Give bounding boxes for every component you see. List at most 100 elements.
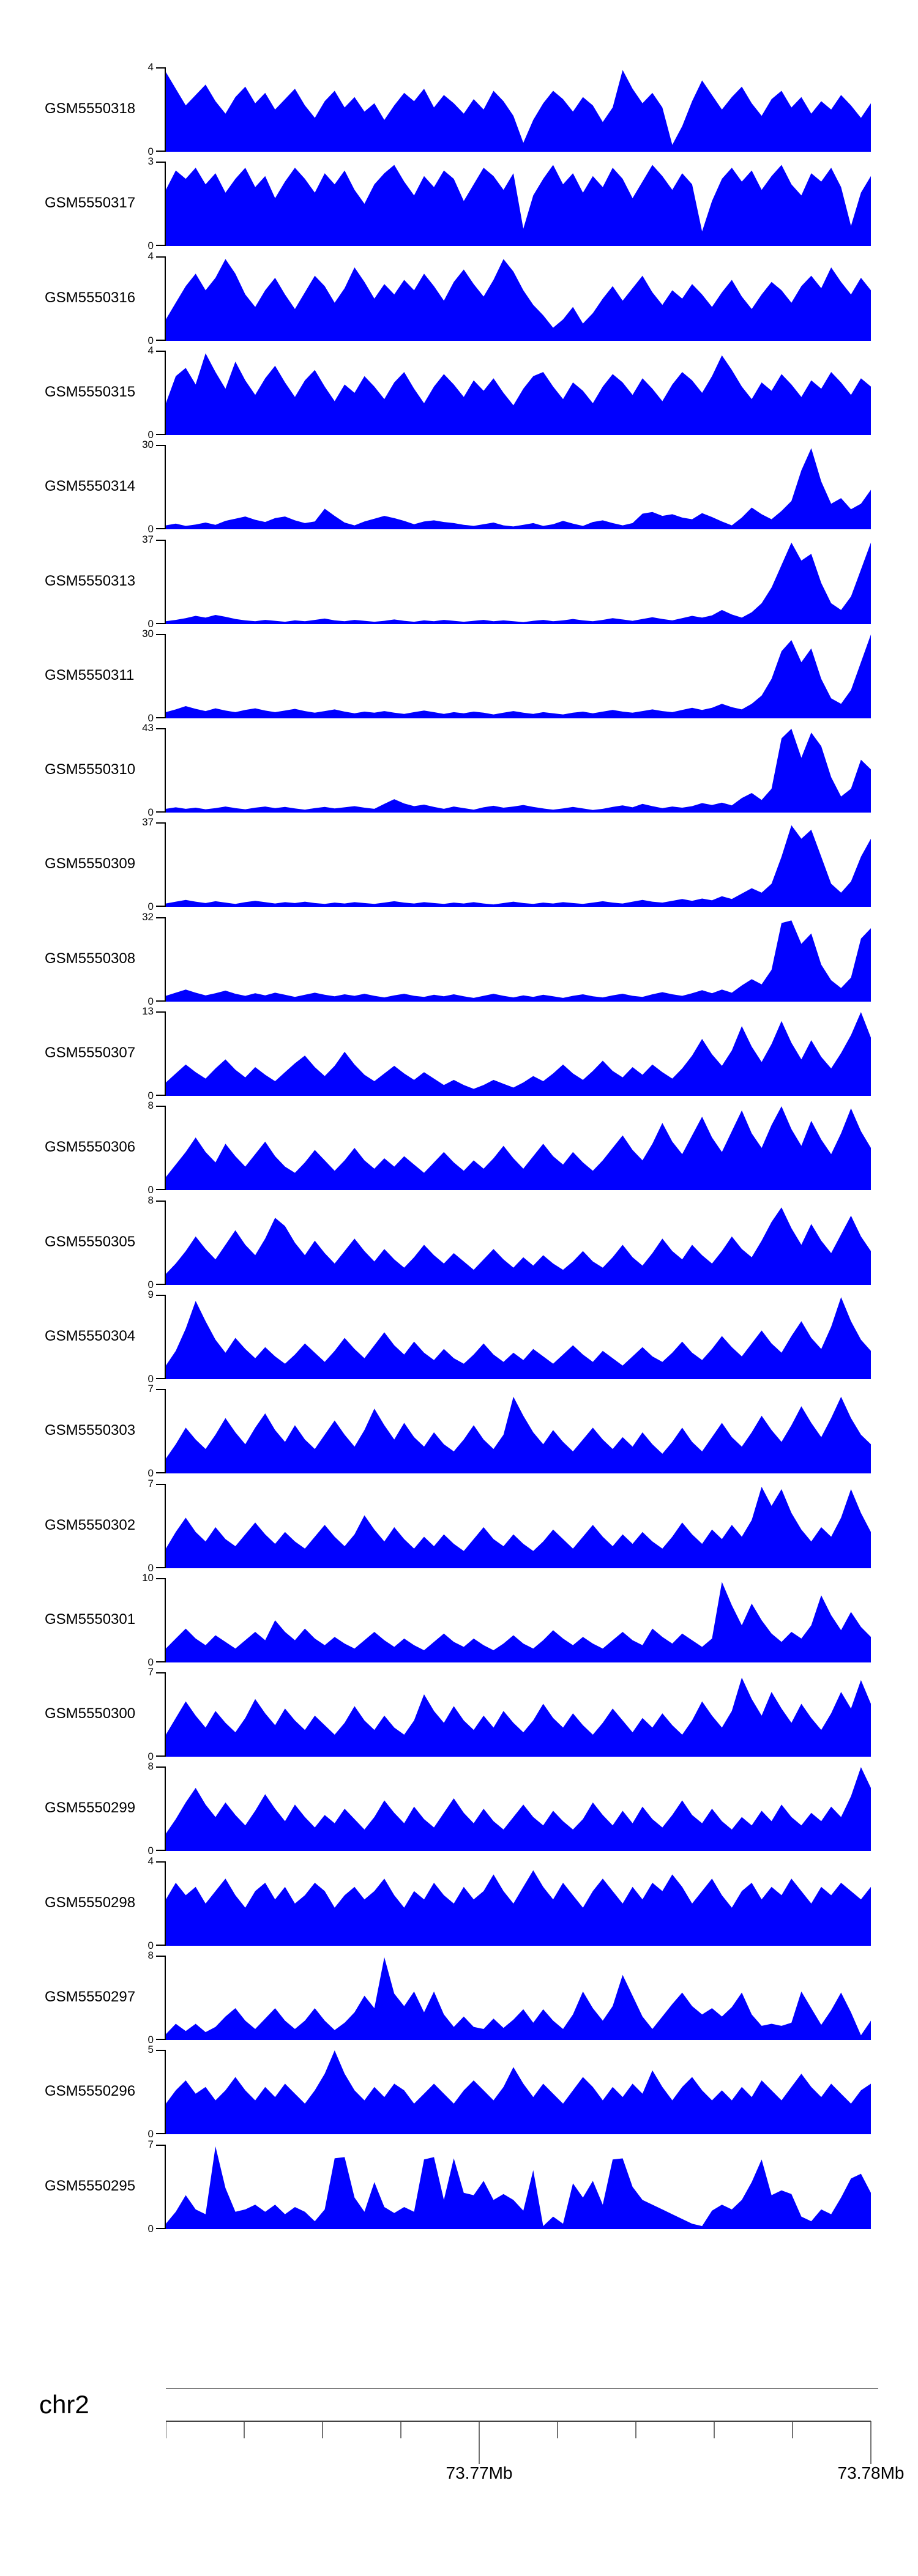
- track-y-axis-top-tick: [156, 1766, 165, 1768]
- track-y-axis-line: [165, 2144, 166, 2229]
- chromosome-name-label: chr2: [39, 2390, 89, 2419]
- track-label: GSM5550314: [45, 478, 136, 495]
- track-ymax-label: 30: [142, 439, 154, 451]
- track-label: GSM5550303: [45, 1422, 136, 1439]
- coverage-area-svg: [166, 2050, 871, 2135]
- track-y-axis-bottom-tick: [156, 1661, 165, 1662]
- track-ymin-label: 0: [147, 1184, 154, 1196]
- coverage-polygon: [166, 1106, 871, 1191]
- track-y-axis-top-tick: [156, 917, 165, 918]
- track-y-axis-top-tick: [156, 67, 165, 69]
- track-row: GSM5550298 4 0: [0, 1855, 918, 1951]
- track-ymin-label: 0: [147, 1467, 154, 1480]
- track-row: GSM5550304 9 0: [0, 1289, 918, 1385]
- coverage-polygon: [166, 634, 871, 718]
- coverage-polygon: [166, 1207, 871, 1285]
- track-ymax-label: 7: [147, 1666, 154, 1678]
- track-ymax-label: 4: [147, 344, 154, 356]
- track-label: GSM5550295: [45, 2177, 136, 2194]
- track-label: GSM5550317: [45, 195, 136, 212]
- coverage-polygon: [166, 1486, 871, 1568]
- track-ymin-label: 0: [147, 712, 154, 724]
- coverage-area-svg: [166, 1767, 871, 1852]
- track-ymax-label: 8: [147, 1949, 154, 1961]
- track-y-axis-top-tick: [156, 1106, 165, 1107]
- track-row: GSM5550313 37 0: [0, 534, 918, 630]
- track-y-axis-line: [165, 1106, 166, 1191]
- track-y-axis-line: [165, 539, 166, 624]
- track-row: GSM5550308 32 0: [0, 911, 918, 1007]
- track-label: GSM5550311: [45, 666, 135, 683]
- coverage-area-svg: [166, 2146, 871, 2229]
- track-y-axis-bottom-tick: [156, 622, 165, 624]
- track-row: GSM5550301 10 0: [0, 1572, 918, 1668]
- track-y-axis-top-tick: [156, 1200, 165, 1202]
- track-row: GSM5550305 8 0: [0, 1194, 918, 1290]
- coverage-polygon: [166, 2050, 871, 2135]
- track-ymin-label: 0: [147, 1845, 154, 1857]
- track-y-axis-line: [165, 1294, 166, 1379]
- track-ymax-label: 7: [147, 1383, 154, 1395]
- coverage-area-svg: [166, 634, 871, 718]
- coverage-area-svg: [166, 448, 871, 530]
- coverage-area-svg: [166, 1957, 871, 2040]
- track-ymax-label: 3: [147, 155, 154, 168]
- coverage-area-svg: [166, 1396, 871, 1474]
- track-y-axis-top-tick: [156, 1294, 165, 1296]
- track-y-axis-line: [165, 350, 166, 435]
- track-y-axis-line: [165, 1672, 166, 1757]
- chromosome-line: [166, 2388, 878, 2389]
- track-y-axis-bottom-tick: [156, 1000, 165, 1002]
- coverage-area-svg: [166, 1106, 871, 1191]
- track-label: GSM5550308: [45, 950, 136, 967]
- coverage-polygon: [166, 920, 871, 1002]
- track-y-axis-top-tick: [156, 1861, 165, 1863]
- coverage-area-svg: [166, 1012, 871, 1096]
- track-label: GSM5550296: [45, 2083, 136, 2100]
- track-ymax-label: 43: [142, 722, 154, 734]
- track-label: GSM5550304: [45, 1327, 136, 1344]
- coverage-area-svg: [166, 1677, 871, 1757]
- track-y-axis-bottom-tick: [156, 1566, 165, 1568]
- coverage-area-svg: [166, 1297, 871, 1379]
- track-y-axis-bottom-tick: [156, 433, 165, 435]
- track-label: GSM5550306: [45, 1139, 136, 1156]
- track-y-axis-line: [165, 822, 166, 907]
- track-label: GSM5550309: [45, 855, 136, 873]
- track-ymax-label: 9: [147, 1288, 154, 1300]
- track-ymin-label: 0: [147, 1090, 154, 1101]
- track-ymax-label: 13: [142, 1005, 154, 1017]
- track-row: GSM5550307 13 0: [0, 1005, 918, 1101]
- track-y-axis-line: [165, 1200, 166, 1285]
- coverage-polygon: [166, 825, 871, 907]
- track-ymax-label: 8: [147, 1760, 154, 1773]
- track-ymin-label: 0: [147, 1751, 154, 1763]
- track-y-axis-bottom-tick: [156, 1850, 165, 1852]
- track-y-axis-top-tick: [156, 2144, 165, 2146]
- track-y-axis-bottom-tick: [156, 2133, 165, 2135]
- track-y-axis-bottom-tick: [156, 1472, 165, 1474]
- track-y-axis-top-tick: [156, 1577, 165, 1579]
- coverage-polygon: [166, 165, 871, 247]
- track-y-axis-bottom-tick: [156, 245, 165, 247]
- track-y-axis-top-tick: [156, 822, 165, 824]
- track-y-axis-bottom-tick: [156, 2227, 165, 2229]
- track-y-axis-top-tick: [156, 633, 165, 635]
- track-label: GSM5550310: [45, 761, 136, 778]
- coverage-polygon: [166, 542, 871, 624]
- track-ymin-label: 0: [147, 1939, 154, 1951]
- track-ymin-label: 0: [147, 1656, 154, 1668]
- track-row: GSM5550300 7 0: [0, 1666, 918, 1762]
- track-y-axis-line: [165, 1766, 166, 1852]
- track-label: GSM5550316: [45, 289, 136, 306]
- track-ymax-label: 7: [147, 1477, 154, 1489]
- track-ymax-label: 37: [142, 533, 154, 545]
- track-ymax-label: 7: [147, 2138, 154, 2150]
- track-row: GSM5550297 8 0: [0, 1949, 918, 2046]
- genome-ruler: [166, 2421, 871, 2464]
- track-y-axis-bottom-tick: [156, 1377, 165, 1379]
- track-ymin-label: 0: [147, 1278, 154, 1290]
- track-ymax-label: 4: [147, 250, 154, 262]
- track-y-axis-top-tick: [156, 256, 165, 258]
- track-ymin-label: 0: [147, 240, 154, 252]
